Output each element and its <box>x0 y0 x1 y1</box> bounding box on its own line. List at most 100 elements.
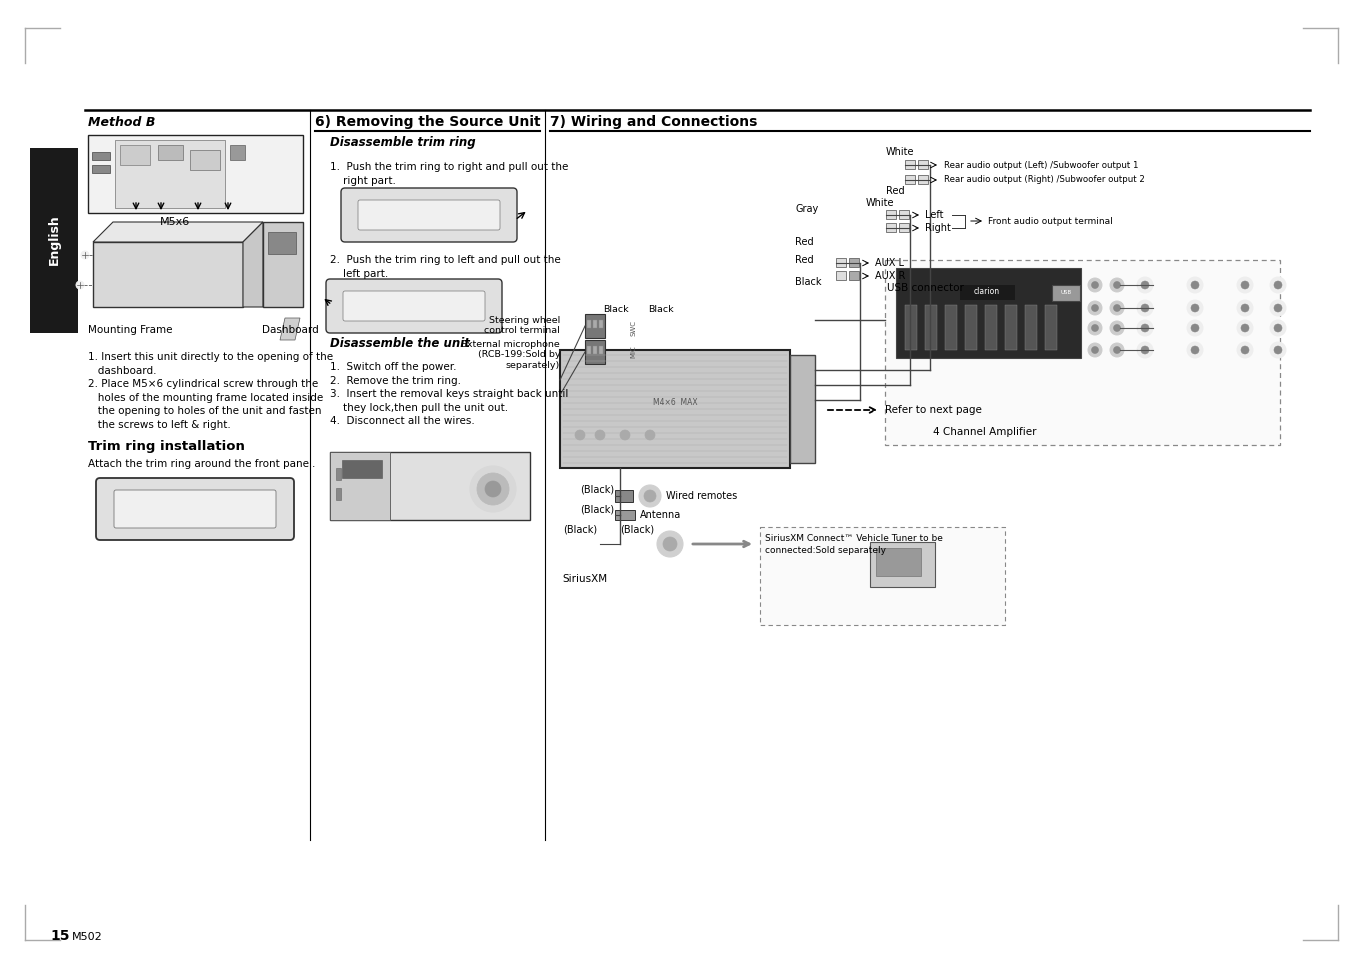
Circle shape <box>620 430 630 440</box>
Bar <box>905 160 915 169</box>
FancyBboxPatch shape <box>326 279 502 333</box>
Circle shape <box>1238 342 1253 358</box>
Bar <box>91 165 110 173</box>
Circle shape <box>1191 324 1199 332</box>
Text: Rear audio output (Left) /Subwoofer output 1: Rear audio output (Left) /Subwoofer outp… <box>945 160 1138 170</box>
Bar <box>905 175 915 184</box>
Bar <box>93 242 243 307</box>
Text: 1.  Switch off the power.
2.  Remove the trim ring.
3.  Insert the removal keys : 1. Switch off the power. 2. Remove the t… <box>330 362 568 426</box>
Text: M5x6: M5x6 <box>159 217 189 227</box>
Text: Refer to next page: Refer to next page <box>885 405 981 415</box>
Circle shape <box>1274 324 1283 332</box>
Text: SiriusXM: SiriusXM <box>562 574 607 584</box>
Bar <box>593 320 597 328</box>
Text: MIC: MIC <box>630 346 637 359</box>
Text: 4 Channel Amplifier: 4 Channel Amplifier <box>934 427 1037 437</box>
Circle shape <box>1187 320 1204 336</box>
Bar <box>337 468 341 480</box>
Circle shape <box>1092 281 1099 288</box>
Bar <box>1005 305 1017 350</box>
Bar <box>960 285 1015 300</box>
Text: Right: Right <box>925 223 951 233</box>
Circle shape <box>1191 281 1199 289</box>
Bar <box>1025 305 1037 350</box>
Bar <box>330 452 530 520</box>
Circle shape <box>1109 321 1124 335</box>
Bar <box>945 305 957 350</box>
Bar <box>330 452 390 520</box>
Text: Disassemble the unit: Disassemble the unit <box>330 337 470 350</box>
Bar <box>593 346 597 354</box>
FancyBboxPatch shape <box>343 291 485 321</box>
Bar <box>230 145 245 160</box>
Bar <box>761 527 1005 625</box>
Circle shape <box>1191 346 1199 354</box>
Bar <box>895 268 1081 358</box>
Circle shape <box>1141 346 1149 354</box>
Circle shape <box>1187 342 1204 358</box>
FancyBboxPatch shape <box>95 478 294 540</box>
Text: Front audio output terminal: Front audio output terminal <box>988 217 1112 226</box>
Text: Left: Left <box>925 210 943 220</box>
Bar <box>342 460 382 478</box>
Text: Mounting Frame: Mounting Frame <box>87 325 172 335</box>
Circle shape <box>470 466 517 512</box>
Bar <box>870 542 935 587</box>
Text: 2.  Push the trim ring to left and pull out the
    left part.: 2. Push the trim ring to left and pull o… <box>330 255 560 279</box>
Circle shape <box>1137 277 1153 293</box>
Circle shape <box>1141 304 1149 312</box>
Bar <box>836 271 846 280</box>
Circle shape <box>1270 300 1287 316</box>
Text: USB: USB <box>1060 290 1071 296</box>
Polygon shape <box>93 222 263 242</box>
Bar <box>876 548 921 576</box>
Polygon shape <box>243 222 263 307</box>
Circle shape <box>643 490 656 502</box>
Circle shape <box>1114 281 1120 288</box>
Circle shape <box>1240 324 1249 332</box>
Circle shape <box>1191 304 1199 312</box>
Polygon shape <box>279 318 300 340</box>
Bar <box>587 320 592 328</box>
Text: Disassemble trim ring: Disassemble trim ring <box>330 136 476 149</box>
Text: 15: 15 <box>50 929 70 943</box>
Text: Black: Black <box>647 305 673 314</box>
Bar <box>598 320 602 328</box>
Text: M502: M502 <box>72 932 102 942</box>
Text: Method B: Method B <box>89 116 155 129</box>
Text: Red: Red <box>795 237 814 247</box>
Text: 7) Wiring and Connections: 7) Wiring and Connections <box>551 115 758 129</box>
Text: Antenna: Antenna <box>641 510 682 520</box>
Text: 6) Removing the Source Unit: 6) Removing the Source Unit <box>315 115 541 129</box>
Text: SWC: SWC <box>630 320 637 336</box>
FancyBboxPatch shape <box>358 200 500 230</box>
Bar <box>114 140 225 208</box>
Bar <box>905 305 917 350</box>
Circle shape <box>76 281 85 289</box>
Text: Rear audio output (Right) /Subwoofer output 2: Rear audio output (Right) /Subwoofer out… <box>945 175 1145 184</box>
Text: clarion: clarion <box>975 287 1000 297</box>
Circle shape <box>645 430 656 440</box>
Bar <box>791 355 815 463</box>
Circle shape <box>575 430 585 440</box>
Circle shape <box>1238 300 1253 316</box>
Bar <box>615 510 635 520</box>
Text: Gray: Gray <box>795 204 818 214</box>
Text: White: White <box>866 198 894 208</box>
Circle shape <box>1274 304 1283 312</box>
Text: (Black): (Black) <box>581 504 615 514</box>
Circle shape <box>1137 342 1153 358</box>
Circle shape <box>1088 321 1103 335</box>
Bar <box>1052 285 1079 301</box>
Text: (Black): (Black) <box>581 484 615 494</box>
Circle shape <box>1187 300 1204 316</box>
Circle shape <box>1114 346 1120 354</box>
Bar <box>158 145 183 160</box>
Circle shape <box>1238 320 1253 336</box>
Circle shape <box>1109 343 1124 357</box>
Text: USB connector: USB connector <box>887 283 964 293</box>
Text: 1. Insert this unit directly to the opening of the
   dashboard.
2. Place M5×6 c: 1. Insert this unit directly to the open… <box>89 352 333 430</box>
Circle shape <box>1270 320 1287 336</box>
Circle shape <box>1274 346 1283 354</box>
Circle shape <box>1137 300 1153 316</box>
